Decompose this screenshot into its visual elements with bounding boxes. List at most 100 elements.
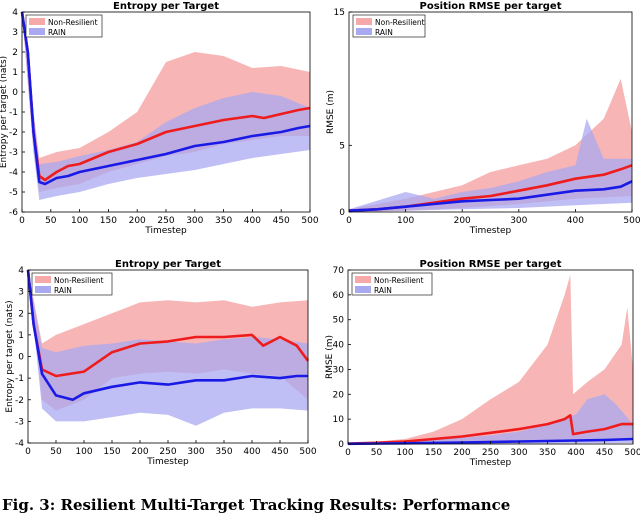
chart-4: 0 50 100 150 200 250 300 350 400 450 500 0 10 20 30 40 5… bbox=[325, 259, 640, 468]
y-tick-label: 70 bbox=[333, 266, 345, 276]
y-tick-label: 5 bbox=[339, 141, 345, 151]
y-tick-label: 1 bbox=[18, 331, 24, 341]
x-tick-label: 500 bbox=[301, 216, 318, 226]
y-tick-label: -3 bbox=[9, 148, 18, 158]
mean-line-rain bbox=[20, 11, 311, 186]
x-tick-label: 200 bbox=[131, 447, 148, 457]
chart-title: Entropy per Target bbox=[113, 1, 219, 12]
x-axis-label: Timestep bbox=[469, 458, 512, 468]
x-tick-label: 400 bbox=[243, 447, 260, 457]
x-tick-label: 0 bbox=[345, 448, 351, 458]
mean-line-rain bbox=[348, 180, 633, 212]
x-tick-label: 50 bbox=[371, 448, 383, 458]
mean-line-non-resilient bbox=[26, 269, 310, 378]
confidence-band-rain bbox=[22, 12, 310, 200]
x-tick-label: 300 bbox=[510, 448, 527, 458]
figure-caption: Fig. 3: Resilient Multi-Target Tracking … bbox=[2, 496, 511, 514]
confidence-band-rain bbox=[348, 394, 633, 444]
y-tick-label: -6 bbox=[9, 208, 18, 218]
x-tick-label: 50 bbox=[50, 447, 62, 457]
y-tick-label: 40 bbox=[333, 341, 345, 351]
x-axis-label: Timestep bbox=[144, 226, 187, 236]
x-tick-label: 100 bbox=[71, 216, 88, 226]
legend-label: RAIN bbox=[375, 28, 393, 37]
y-tick-label: -5 bbox=[9, 188, 18, 198]
mean-line-rain bbox=[26, 269, 308, 402]
x-tick-label: 200 bbox=[453, 448, 470, 458]
x-tick-label: 350 bbox=[539, 448, 556, 458]
chart-2: 0 100 200 300 400 500 0 5 15 Position RMSE per ta… bbox=[326, 1, 640, 236]
chart-title: Entropy per Target bbox=[115, 259, 221, 270]
x-tick-label: 450 bbox=[596, 448, 613, 458]
x-tick-label: 150 bbox=[425, 448, 442, 458]
x-axis-label: Timestep bbox=[146, 457, 189, 467]
y-tick-label: 0 bbox=[18, 353, 24, 363]
y-tick-label: 20 bbox=[333, 390, 345, 400]
legend-label: Non-Resilient bbox=[54, 276, 104, 285]
x-tick-label: 300 bbox=[510, 216, 527, 226]
x-tick-label: 250 bbox=[159, 447, 176, 457]
y-tick-label: 2 bbox=[18, 309, 24, 319]
chart-3: 0 50 100 150 200 250 300 350 400 450 500 -4 -3 -2 -1 0 1… bbox=[5, 259, 317, 467]
y-tick-label: 3 bbox=[18, 288, 24, 298]
x-tick-label: 500 bbox=[299, 447, 316, 457]
legend-label: RAIN bbox=[54, 286, 72, 295]
y-tick-label: 60 bbox=[333, 291, 345, 301]
y-tick-label: -3 bbox=[15, 417, 24, 427]
x-tick-label: 400 bbox=[567, 216, 584, 226]
y-tick-label: 50 bbox=[333, 316, 345, 326]
y-tick-label: -2 bbox=[9, 128, 18, 138]
x-tick-label: 200 bbox=[129, 216, 146, 226]
x-tick-label: 300 bbox=[187, 447, 204, 457]
chart-1: 0 50 100 150 200 250 300 350 400 450 500 -6 -5 -4 -3 -2… bbox=[0, 1, 319, 236]
x-tick-label: 250 bbox=[157, 216, 174, 226]
legend-swatch bbox=[355, 276, 371, 283]
legend-box bbox=[31, 272, 113, 296]
y-tick-label: 4 bbox=[18, 266, 24, 276]
x-tick-label: 300 bbox=[186, 216, 203, 226]
legend-swatch bbox=[29, 28, 45, 35]
y-axis-label: RMSE (m) bbox=[326, 90, 336, 134]
x-tick-label: 450 bbox=[271, 447, 288, 457]
x-tick-label: 400 bbox=[244, 216, 261, 226]
y-tick-label: 0 bbox=[339, 208, 345, 218]
confidence-band-rain bbox=[28, 270, 308, 426]
legend-label: Non-Resilient bbox=[48, 18, 98, 27]
y-tick-label: 2 bbox=[12, 48, 18, 58]
legend-swatch bbox=[356, 18, 372, 25]
x-tick-label: 100 bbox=[396, 448, 413, 458]
y-tick-label: -4 bbox=[9, 168, 18, 178]
legend-swatch bbox=[35, 276, 51, 283]
legend-label: Non-Resilient bbox=[375, 18, 425, 27]
legend-label: RAIN bbox=[48, 28, 66, 37]
legend-box bbox=[351, 272, 433, 296]
legend-swatch bbox=[356, 28, 372, 35]
confidence-band-non-resilient bbox=[22, 12, 310, 192]
x-tick-label: 150 bbox=[103, 447, 120, 457]
x-tick-label: 100 bbox=[75, 447, 92, 457]
chart-title: Position RMSE per target bbox=[420, 1, 562, 12]
plot-frame bbox=[348, 11, 633, 213]
y-axis-label: RMSE (m) bbox=[325, 335, 335, 379]
x-tick-label: 350 bbox=[215, 447, 232, 457]
x-tick-label: 350 bbox=[215, 216, 232, 226]
x-tick-label: 100 bbox=[397, 216, 414, 226]
x-tick-label: 0 bbox=[19, 216, 25, 226]
legend-label: RAIN bbox=[374, 286, 392, 295]
y-tick-label: 4 bbox=[12, 8, 18, 18]
confidence-band-rain bbox=[349, 118, 632, 212]
y-tick-label: -4 bbox=[15, 439, 24, 449]
x-tick-label: 250 bbox=[482, 448, 499, 458]
x-tick-label: 500 bbox=[623, 216, 640, 226]
legend-swatch bbox=[29, 18, 45, 25]
confidence-band-non-resilient bbox=[348, 275, 633, 444]
y-axis-label: Entropy per target (nats) bbox=[0, 56, 9, 168]
y-axis-label: Entropy per target (nats) bbox=[5, 300, 15, 412]
x-tick-label: 500 bbox=[624, 448, 640, 458]
x-tick-label: 150 bbox=[100, 216, 117, 226]
y-tick-label: 30 bbox=[333, 365, 345, 375]
